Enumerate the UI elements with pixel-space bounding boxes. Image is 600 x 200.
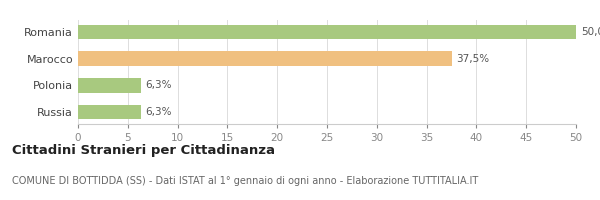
Text: Cittadini Stranieri per Cittadinanza: Cittadini Stranieri per Cittadinanza [12,144,275,157]
Bar [78,78,141,93]
Text: 37,5%: 37,5% [457,54,490,64]
Bar [78,105,141,119]
Text: 6,3%: 6,3% [146,107,172,117]
Bar [78,51,452,66]
Text: 50,0%: 50,0% [581,27,600,37]
Text: 6,3%: 6,3% [146,80,172,90]
Bar [78,25,576,39]
Text: COMUNE DI BOTTIDDA (SS) - Dati ISTAT al 1° gennaio di ogni anno - Elaborazione T: COMUNE DI BOTTIDDA (SS) - Dati ISTAT al … [12,176,478,186]
